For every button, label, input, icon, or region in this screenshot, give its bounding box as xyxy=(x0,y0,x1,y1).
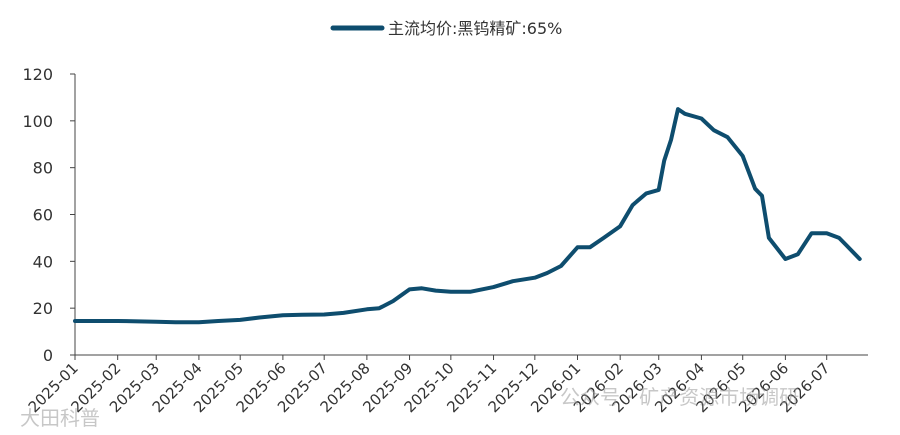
y-tick-label: 120 xyxy=(22,65,53,84)
watermarks: 大田科普 公众号 · 矿产资源市场调研 xyxy=(20,385,799,430)
series-line-1 xyxy=(73,107,862,325)
watermark-bottom-right: 公众号 · 矿产资源市场调研 xyxy=(560,385,799,409)
y-tick-label: 80 xyxy=(33,159,53,178)
axes xyxy=(70,73,868,360)
y-tick-labels: 0 20 40 60 80 100 120 xyxy=(22,65,53,365)
y-tick-label: 100 xyxy=(22,112,53,131)
plot-area xyxy=(73,107,862,325)
legend: 主流均价:黑钨精矿:65% xyxy=(330,19,562,38)
watermark-bottom-left: 大田科普 xyxy=(20,406,100,430)
y-tick-label: 20 xyxy=(33,299,53,318)
y-tick-label: 0 xyxy=(43,346,53,365)
y-tick-label: 60 xyxy=(33,206,53,225)
legend-label-series-1: 主流均价:黑钨精矿:65% xyxy=(388,19,562,38)
y-tick-label: 40 xyxy=(33,252,53,271)
